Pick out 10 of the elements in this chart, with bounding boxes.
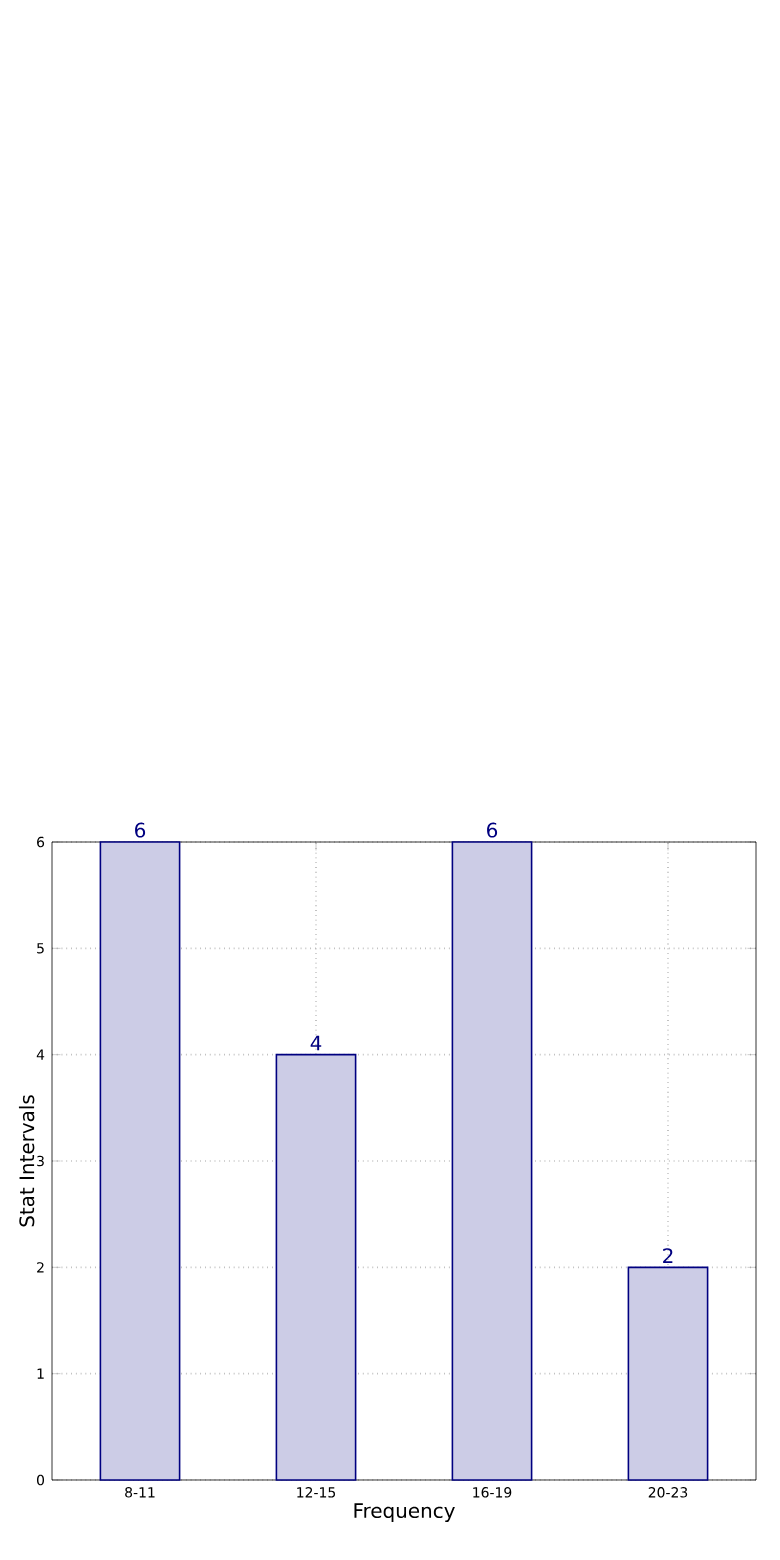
bar	[99, 841, 181, 1481]
bar	[627, 1266, 709, 1481]
bar	[451, 841, 533, 1481]
bar	[275, 1053, 357, 1481]
data-label: 4	[310, 1035, 322, 1051]
x-axis-title: Frequency	[354, 1503, 455, 1522]
data-label: 6	[487, 822, 498, 838]
data-label: 2	[663, 1248, 673, 1263]
data-label: 6	[135, 822, 146, 838]
y-axis-title: Stat Intervals	[18, 1095, 35, 1227]
